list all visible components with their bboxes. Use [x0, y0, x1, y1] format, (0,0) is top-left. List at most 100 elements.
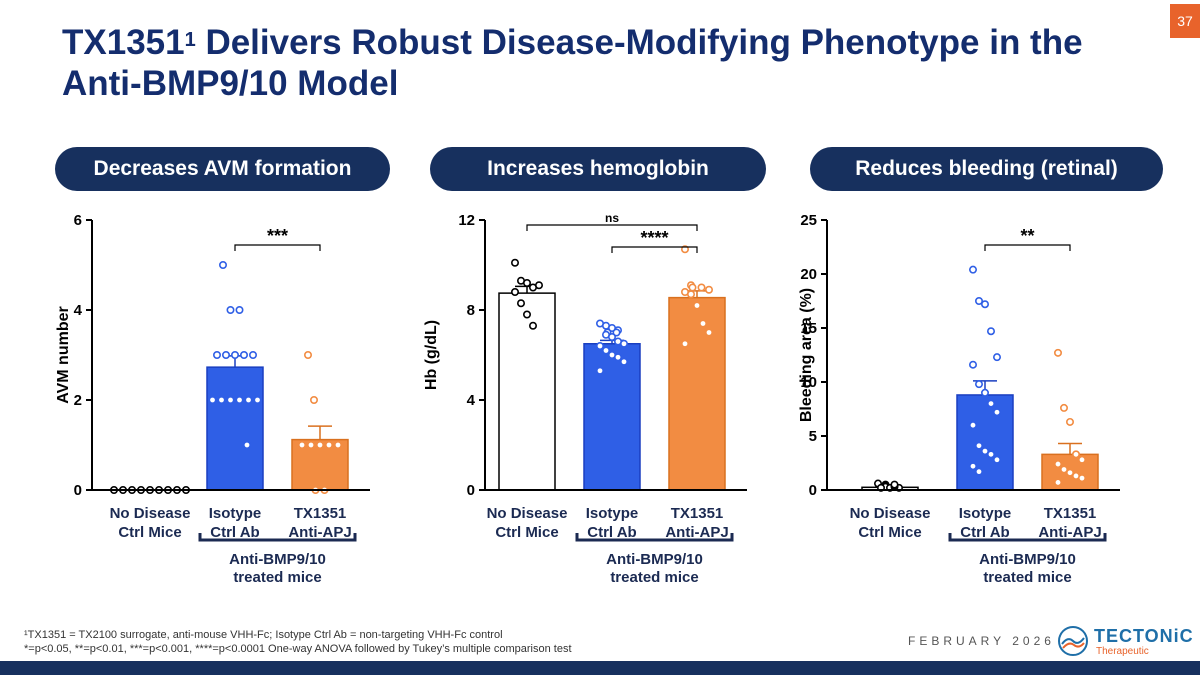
- x-tick-label: Ctrl Mice: [495, 524, 558, 541]
- x-tick-label: Ctrl Mice: [858, 524, 921, 541]
- group-label: Anti-BMP9/10: [979, 551, 1076, 568]
- data-point: [987, 450, 996, 459]
- date-label: FEBRUARY 2026: [908, 634, 1055, 648]
- data-point: [987, 327, 996, 336]
- data-point: [969, 462, 978, 471]
- footnotes: ¹TX1351 = TX2100 surrogate, anti-mouse V…: [24, 628, 572, 656]
- x-tick-label: TX1351: [1044, 505, 1097, 522]
- y-tick-label: 4: [467, 392, 476, 409]
- data-point: [208, 396, 217, 405]
- data-point: [975, 441, 984, 450]
- x-tick-label: No Disease: [110, 505, 191, 522]
- y-tick-label: 0: [467, 482, 475, 499]
- bar: [583, 343, 641, 491]
- group-label: Anti-BMP9/10: [229, 551, 326, 568]
- pill-hemoglobin: Increases hemoglobin: [430, 147, 766, 191]
- data-point: [306, 441, 315, 450]
- x-tick-label: Isotype: [586, 505, 639, 522]
- data-point: [529, 321, 538, 330]
- data-point: [969, 360, 978, 369]
- significance-bracket: [526, 224, 698, 231]
- data-point: [523, 310, 532, 319]
- data-point: [523, 279, 532, 288]
- title-main: TX1351: [62, 23, 185, 62]
- bar: [206, 366, 264, 491]
- group-label: Anti-BMP9/10: [606, 551, 703, 568]
- page-number: 37: [1170, 4, 1200, 38]
- data-point: [303, 351, 312, 360]
- data-point: [244, 396, 253, 405]
- data-point: [608, 333, 617, 342]
- x-tick-label: Isotype: [209, 505, 262, 522]
- data-point: [614, 353, 623, 362]
- data-point: [1065, 417, 1074, 426]
- data-point: [697, 283, 706, 292]
- significance-bracket: [611, 246, 698, 253]
- y-tick-label: 6: [74, 212, 82, 229]
- y-axis-label: AVM number: [55, 306, 72, 403]
- y-axis-label: Hb (g/dL): [423, 320, 440, 390]
- group-bracket: [575, 533, 734, 542]
- group-bracket: [198, 533, 357, 542]
- y-tick-label: 4: [74, 302, 83, 319]
- data-point: [704, 328, 713, 337]
- y-tick-label: 12: [458, 212, 475, 229]
- data-point: [688, 283, 697, 292]
- bar: [956, 394, 1014, 491]
- y-tick-label: 10: [800, 374, 817, 391]
- data-point: [686, 290, 695, 299]
- data-point: [235, 306, 244, 315]
- pill-bleeding: Reduces bleeding (retinal): [810, 147, 1163, 191]
- data-point: [219, 260, 228, 269]
- data-point: [987, 399, 996, 408]
- data-point: [981, 388, 990, 397]
- pill-avm: Decreases AVM formation: [55, 147, 390, 191]
- x-tick-label: Ctrl Ab: [960, 524, 1009, 541]
- group-bracket: [948, 533, 1107, 542]
- data-point: [1077, 474, 1086, 483]
- group-label: treated mice: [983, 569, 1071, 586]
- y-axis-label: Bleeding area (%): [798, 288, 815, 422]
- x-tick-label: TX1351: [671, 505, 724, 522]
- logo-icon: [1058, 626, 1088, 656]
- data-point: [602, 346, 611, 355]
- data-point: [1077, 455, 1086, 464]
- y-tick-label: 2: [74, 392, 82, 409]
- data-point: [297, 441, 306, 450]
- x-tick-label: Ctrl Ab: [587, 524, 636, 541]
- data-point: [692, 301, 701, 310]
- y-tick-label: 20: [800, 266, 817, 283]
- data-point: [511, 288, 520, 297]
- data-point: [680, 245, 689, 254]
- data-point: [981, 447, 990, 456]
- data-point: [890, 480, 899, 489]
- bottom-bar: [0, 661, 1200, 675]
- avm-chart: 0 2 4 6 AVM number No Disease Ctrl Mice Isotype…: [55, 212, 370, 586]
- data-point: [253, 396, 262, 405]
- data-point: [535, 281, 544, 290]
- data-point: [981, 300, 990, 309]
- significance-bracket: [234, 244, 321, 251]
- data-point: [231, 351, 240, 360]
- data-point: [1059, 465, 1068, 474]
- data-point: [704, 285, 713, 294]
- logo-subtitle: Therapeutic: [1096, 646, 1149, 657]
- data-point: [243, 441, 252, 450]
- data-point: [226, 396, 235, 405]
- bleeding-chart: 0 5 10 15 20 25 Bleeding area (%) No Disease Ctr…: [798, 212, 1120, 586]
- data-point: [969, 265, 978, 274]
- y-tick-label: 8: [467, 302, 475, 319]
- data-point: [226, 306, 235, 315]
- data-point: [1053, 348, 1062, 357]
- data-point: [333, 441, 342, 450]
- data-point: [235, 396, 244, 405]
- data-point: [596, 342, 605, 351]
- data-point: [324, 441, 333, 450]
- footnote-1: ¹TX1351 = TX2100 surrogate, anti-mouse V…: [24, 629, 503, 641]
- data-point: [315, 441, 324, 450]
- x-tick-label: Anti-APJ: [288, 524, 351, 541]
- logo-name: TECTONiC: [1094, 626, 1194, 646]
- y-tick-label: 0: [74, 482, 82, 499]
- data-point: [620, 339, 629, 348]
- data-point: [698, 319, 707, 328]
